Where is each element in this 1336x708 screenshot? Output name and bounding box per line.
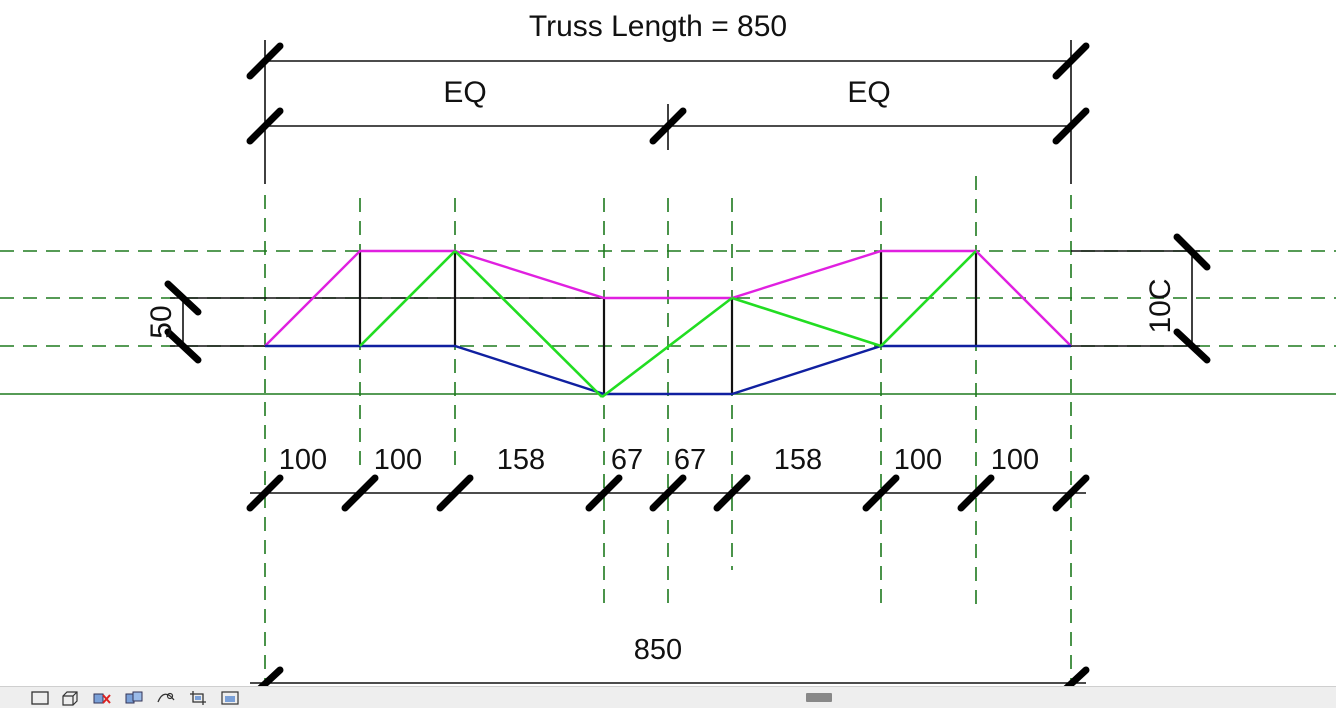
detail-level-icon[interactable] <box>59 689 81 707</box>
overall-dimension[interactable]: 850 <box>250 634 1090 686</box>
dim-tick <box>649 474 687 512</box>
eq-dimension[interactable]: EQ EQ <box>246 76 1090 150</box>
eq-label-left[interactable]: EQ <box>443 76 486 109</box>
dim-tick <box>1063 666 1090 686</box>
dim-tick <box>1173 233 1211 271</box>
dim-tick <box>957 474 995 512</box>
dim-tick <box>257 666 284 686</box>
panel-dim-label[interactable]: 100 <box>894 444 942 476</box>
truss-bottom-chord[interactable] <box>265 344 1071 396</box>
scale-icon[interactable] <box>29 689 51 707</box>
dim-tick <box>246 42 284 80</box>
sun-path-icon[interactable] <box>123 689 145 707</box>
height-dimension-left[interactable]: 50 <box>145 280 604 364</box>
truss-web[interactable] <box>880 250 977 347</box>
truss-web[interactable] <box>601 296 733 399</box>
dim-tick <box>585 474 623 512</box>
panel-dim-label[interactable]: 158 <box>497 444 545 476</box>
height-dim-right-label[interactable]: 10C <box>1144 278 1177 333</box>
dim-tick <box>164 280 202 316</box>
height-dimension-right[interactable]: 10C <box>1071 233 1211 364</box>
eq-label-right[interactable]: EQ <box>847 76 890 109</box>
truss-web[interactable] <box>454 250 603 398</box>
overall-dim-label[interactable]: 850 <box>634 634 682 666</box>
crop-view-icon[interactable] <box>187 689 209 707</box>
dim-tick <box>1052 107 1090 145</box>
panel-dim-label[interactable]: 67 <box>611 444 643 476</box>
panel-dim-label[interactable]: 67 <box>674 444 706 476</box>
panel-dim-label[interactable]: 100 <box>374 444 422 476</box>
dim-tick <box>713 474 751 512</box>
panel-dim-label[interactable]: 158 <box>774 444 822 476</box>
panel-dim-label[interactable]: 100 <box>279 444 327 476</box>
truss-web[interactable] <box>731 296 882 348</box>
truss-top-chord[interactable] <box>264 249 1072 347</box>
dim-tick <box>246 107 284 145</box>
panel-dimensions[interactable]: 100 100 158 67 67 158 100 100 <box>246 444 1090 512</box>
truss-web[interactable] <box>359 250 456 347</box>
truss[interactable] <box>264 249 1072 399</box>
truss-length-dimension[interactable]: Truss Length = 850 <box>246 10 1090 184</box>
horizontal-scrollbar-thumb[interactable] <box>806 693 832 702</box>
show-crop-region-icon[interactable] <box>219 689 241 707</box>
visual-style-icon[interactable] <box>91 689 113 707</box>
vertical-reference-planes <box>264 176 1072 686</box>
dim-tick <box>246 474 284 512</box>
dim-tick <box>649 107 687 145</box>
dim-tick <box>1052 42 1090 80</box>
truss-length-label[interactable]: Truss Length = 850 <box>529 10 787 43</box>
dim-tick <box>1052 474 1090 512</box>
panel-dim-label[interactable]: 100 <box>991 444 1039 476</box>
height-dim-left-label[interactable]: 50 <box>145 305 178 338</box>
shadows-icon[interactable] <box>155 689 177 707</box>
drawing-canvas[interactable]: Truss Length = 850 EQ EQ 50 10C <box>0 0 1336 686</box>
dim-tick <box>862 474 900 512</box>
view-control-bar <box>0 686 1336 708</box>
dim-tick <box>341 474 379 512</box>
dim-tick <box>1173 328 1211 364</box>
dim-tick <box>436 474 474 512</box>
dim-tick <box>164 328 202 364</box>
